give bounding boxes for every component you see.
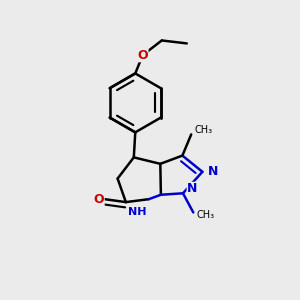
Text: NH: NH — [128, 206, 147, 217]
Text: N: N — [208, 165, 218, 178]
Text: CH₃: CH₃ — [195, 125, 213, 135]
Text: O: O — [137, 49, 148, 62]
Text: CH₃: CH₃ — [197, 210, 215, 220]
Text: O: O — [94, 193, 104, 206]
Text: N: N — [187, 182, 198, 195]
